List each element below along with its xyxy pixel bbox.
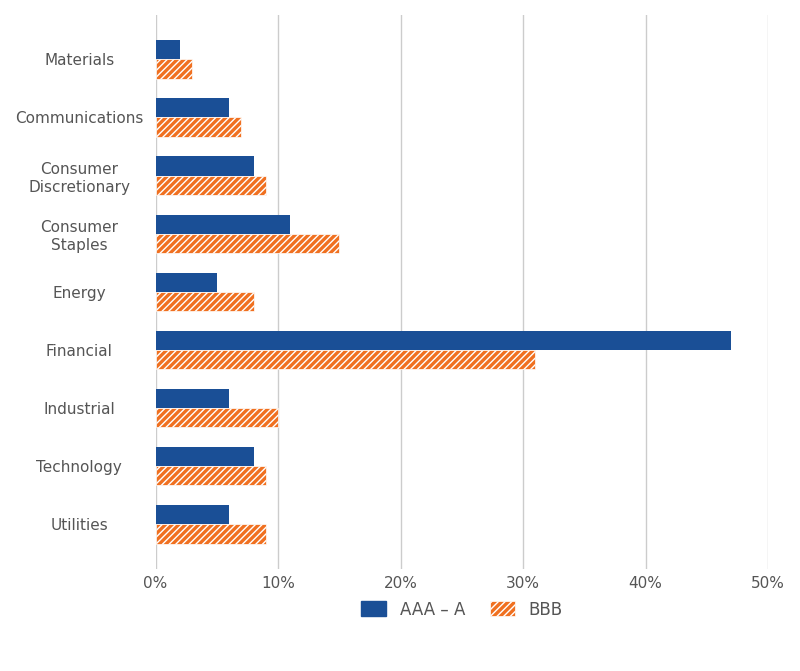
Bar	[155, 99, 229, 117]
Legend: AAA – A, BBB: AAA – A, BBB	[353, 592, 570, 627]
Bar	[155, 466, 266, 486]
Bar	[155, 350, 535, 369]
Bar	[155, 525, 266, 544]
Bar	[155, 292, 254, 311]
Bar	[155, 156, 254, 176]
Bar	[155, 408, 278, 427]
Bar	[155, 331, 731, 350]
Bar	[155, 234, 339, 253]
Bar	[155, 447, 254, 466]
Bar	[155, 389, 229, 408]
Bar	[155, 505, 229, 525]
Bar	[155, 117, 242, 137]
Bar	[155, 215, 290, 234]
Bar	[155, 176, 266, 195]
Bar	[155, 59, 192, 79]
Bar	[155, 272, 217, 292]
Bar	[155, 40, 180, 59]
